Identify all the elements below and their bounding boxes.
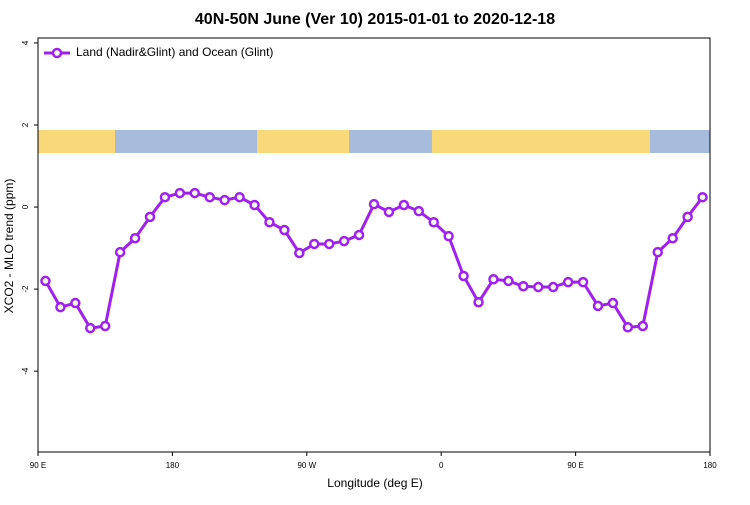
data-point	[219, 194, 230, 206]
data-point	[682, 211, 693, 223]
data-point	[99, 320, 111, 332]
data-point	[249, 199, 260, 211]
data-point	[323, 238, 335, 250]
data-point	[667, 232, 678, 244]
data-point	[503, 275, 514, 287]
legend-label: Land (Nadir&Glint) and Ocean (Glint)	[76, 45, 273, 59]
data-point	[607, 297, 619, 309]
legend-marker	[51, 47, 63, 59]
data-point	[40, 275, 51, 287]
data-point	[294, 247, 305, 259]
data-point	[383, 206, 395, 218]
data-point	[55, 301, 66, 313]
plot-frame	[37, 37, 711, 453]
x-tick-label: 0	[439, 461, 444, 470]
data-point	[697, 191, 708, 203]
data-point	[174, 187, 186, 199]
data-point	[189, 187, 201, 199]
data-point	[70, 297, 81, 309]
data-point	[85, 322, 96, 334]
x-tick-label: 90 W	[297, 461, 316, 470]
data-point	[637, 320, 649, 332]
data-point	[413, 205, 425, 217]
data-point	[533, 281, 544, 293]
y-tick-label: 2	[21, 122, 30, 127]
data-point	[234, 191, 245, 203]
y-tick-label: -4	[21, 367, 30, 375]
data-point	[159, 191, 171, 203]
x-tick-label: 90 E	[30, 461, 46, 470]
data-point	[428, 216, 439, 228]
data-point	[129, 232, 141, 244]
x-tick-label: 90 E	[567, 461, 583, 470]
legend: Land (Nadir&Glint) and Ocean (Glint)	[44, 45, 273, 59]
y-tick-label: -2	[21, 285, 30, 293]
data-point	[368, 198, 380, 210]
data-point	[577, 276, 589, 288]
data-point	[353, 229, 365, 241]
x-tick-label: 180	[166, 461, 180, 470]
data-point	[398, 199, 410, 211]
y-axis-label: XCO2 - MLO trend (ppm)	[2, 179, 16, 314]
data-point	[114, 246, 126, 258]
x-axis-label: Longitude (deg E)	[327, 476, 422, 490]
data-point	[592, 300, 604, 312]
data-point	[562, 276, 574, 288]
data-point	[264, 216, 275, 228]
series-line	[44, 191, 704, 330]
x-tick-label: 180	[703, 461, 717, 470]
data-point	[488, 274, 499, 285]
data-point	[204, 191, 215, 203]
data-point	[622, 322, 634, 333]
data-point	[547, 281, 559, 293]
data-point	[279, 224, 290, 236]
data-point	[309, 238, 320, 250]
data-point	[338, 235, 350, 247]
data-point	[652, 246, 663, 258]
data-point	[443, 230, 454, 242]
y-tick-label: 4	[21, 40, 30, 45]
y-tick-label: 0	[21, 204, 30, 209]
data-point	[473, 296, 484, 308]
map-band	[38, 130, 710, 153]
data-point	[518, 280, 529, 292]
data-point	[144, 211, 156, 223]
chart-title: 40N-50N June (Ver 10) 2015-01-01 to 2020…	[195, 11, 555, 28]
data-point	[458, 270, 469, 282]
